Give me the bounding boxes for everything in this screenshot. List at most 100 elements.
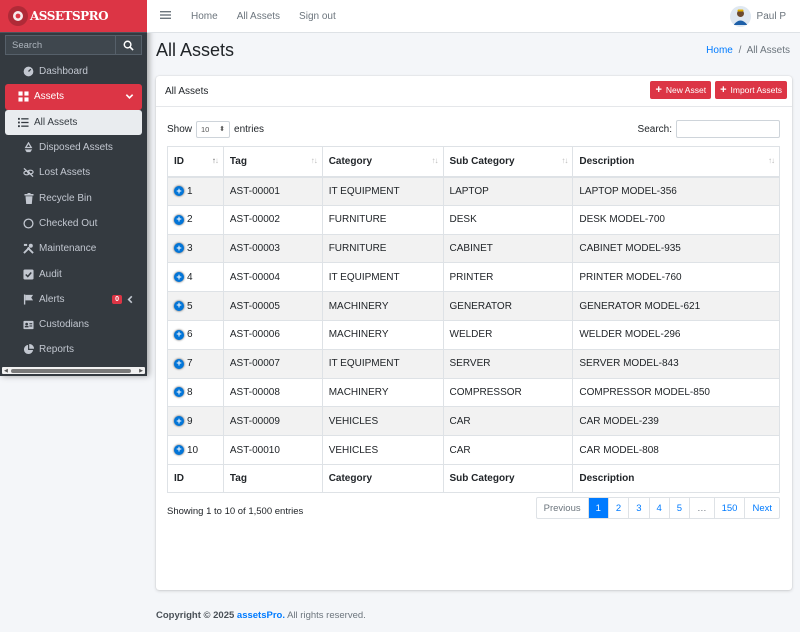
new-asset-button[interactable]: + New Asset	[650, 81, 712, 99]
expand-row-icon[interactable]: +	[174, 416, 184, 427]
cell-category: MACHINERY	[321, 319, 444, 350]
expand-row-icon[interactable]: +	[174, 186, 184, 196]
pagination-page-3[interactable]: 3	[628, 498, 648, 518]
cell-id: +5	[167, 291, 224, 321]
pagination: Previous 1 2 3 4 5 … 150 Next	[535, 497, 780, 519]
cell-category: FURNITURE	[321, 204, 444, 235]
pagination-page-150[interactable]: 150	[713, 498, 745, 518]
sidebar-horizontal-scrollbar[interactable]: ◀ ▶	[2, 367, 145, 374]
table-row[interactable]: +6 AST-00006 MACHINERY WELDER WELDER MODEL-2…	[167, 319, 780, 350]
expand-row-icon[interactable]: +	[174, 300, 184, 311]
menu-toggle-icon[interactable]	[160, 9, 172, 23]
table-row[interactable]: +5 AST-00005 MACHINERY GENERATOR GENERATOR M…	[167, 291, 780, 321]
table-row[interactable]: +2 AST-00002 FURNITURE DESK DESK MODEL-700	[167, 204, 780, 235]
pagination-page-2[interactable]: 2	[607, 498, 628, 518]
cell-sub-category: SERVER	[442, 348, 574, 379]
import-assets-button[interactable]: + Import Assets	[715, 81, 787, 99]
expand-row-icon[interactable]: +	[174, 387, 184, 398]
user-menu[interactable]: Paul P	[729, 5, 786, 27]
brand[interactable]: ASSETSPRO	[0, 0, 147, 33]
expand-row-icon[interactable]: +	[174, 272, 184, 283]
sidebar-item-label: All Assets	[34, 116, 78, 128]
search-button[interactable]	[116, 35, 142, 55]
expand-row-icon[interactable]: +	[174, 444, 184, 455]
cell-category: IT EQUIPMENT	[321, 348, 444, 379]
table-row[interactable]: +1 AST-00001 IT EQUIPMENT LAPTOP LAPTOP MODE…	[167, 176, 780, 206]
sidebar-item-disposed-assets[interactable]: Disposed Assets	[5, 135, 142, 160]
cell-sub-category: LAPTOP	[442, 176, 574, 206]
plus-icon: +	[720, 83, 727, 96]
table-row[interactable]: +4 AST-00004 IT EQUIPMENT PRINTER PRINTER MO…	[167, 262, 780, 293]
sidebar-item-alerts[interactable]: Alerts 0	[5, 287, 142, 312]
pagination-previous[interactable]: Previous	[543, 502, 581, 514]
unlink-icon	[23, 167, 34, 178]
sidebar-item-all-assets[interactable]: All Assets	[5, 109, 142, 135]
table-search-input[interactable]	[676, 120, 780, 138]
top-link-all-assets[interactable]: All Assets	[236, 10, 281, 22]
cell-category: VEHICLES	[321, 435, 444, 465]
column-header-category[interactable]: Category ↑↓	[321, 146, 444, 178]
table-row[interactable]: +3 AST-00003 FURNITURE CABINET CABINET MODEL…	[167, 233, 780, 264]
breadcrumb-separator: /	[738, 45, 742, 56]
cell-tag: AST-00010	[222, 435, 323, 465]
assets-table: ID ↑↓ Tag ↑↓ Category ↑↓ Sub Category ↑↓ Des…	[167, 146, 780, 493]
table-row[interactable]: +10 AST-00010 VEHICLES CAR CAR MODEL-808	[167, 435, 780, 465]
column-header-id[interactable]: ID ↑↓	[167, 146, 224, 178]
scrollbar-thumb[interactable]	[11, 368, 131, 373]
top-link-home[interactable]: Home	[191, 10, 218, 22]
breadcrumb-home[interactable]: Home	[706, 45, 733, 56]
sidebar-item-dashboard[interactable]: Dashboard	[5, 59, 142, 84]
pagination-page-5[interactable]: 5	[668, 498, 689, 518]
user-name: Paul P	[756, 10, 786, 22]
expand-row-icon[interactable]: +	[174, 243, 184, 254]
sidebar-search-input[interactable]	[5, 35, 116, 55]
cell-tag: AST-00009	[222, 406, 323, 437]
pagination-page-4[interactable]: 4	[648, 498, 669, 518]
table-row[interactable]: +7 AST-00007 IT EQUIPMENT SERVER SERVER MODE…	[167, 348, 780, 379]
flag-icon	[23, 294, 34, 305]
new-asset-label: New Asset	[665, 85, 707, 95]
pagination-page-1[interactable]: 1	[587, 498, 608, 518]
expand-row-icon[interactable]: +	[174, 329, 184, 340]
sidebar-item-assets[interactable]: Assets	[5, 84, 142, 110]
entries-label: entries	[234, 123, 265, 135]
sidebar-item-audit[interactable]: Audit	[5, 261, 142, 286]
cell-category: VEHICLES	[321, 406, 444, 437]
entries-select-value: 10	[201, 124, 210, 134]
cell-tag: AST-00007	[222, 348, 323, 379]
chevron-down-icon	[125, 94, 134, 100]
sidebar-item-custodians[interactable]: Custodians	[5, 312, 142, 337]
cell-tag: AST-00001	[222, 176, 323, 206]
sidebar-item-maintenance[interactable]: Maintenance	[5, 236, 142, 261]
expand-row-icon[interactable]: +	[174, 358, 184, 369]
footer-brand-link[interactable]: assetsPro.	[236, 610, 285, 621]
entries-select[interactable]: 10 ⬍	[196, 120, 231, 138]
cell-id: +1	[167, 176, 224, 206]
top-link-sign-out[interactable]: Sign out	[299, 10, 336, 22]
cell-id: +9	[167, 406, 224, 437]
pagination-next[interactable]: Next	[744, 498, 779, 518]
sidebar-item-recycle-bin[interactable]: Recycle Bin	[5, 185, 142, 210]
scroll-right-arrow-icon[interactable]: ▶	[139, 367, 143, 374]
expand-row-icon[interactable]: +	[174, 214, 184, 225]
footer-header-category: Category	[321, 463, 444, 493]
sidebar-item-label: Assets	[34, 91, 65, 103]
cell-tag: AST-00004	[222, 262, 323, 293]
sidebar-item-lost-assets[interactable]: Lost Assets	[5, 160, 142, 185]
brand-name: ASSETSPRO	[30, 9, 109, 23]
sidebar-item-reports[interactable]: Reports	[5, 337, 142, 362]
scroll-left-arrow-icon[interactable]: ◀	[4, 367, 8, 374]
column-header-tag[interactable]: Tag ↑↓	[222, 146, 323, 178]
column-header-description[interactable]: Description ↑↓	[572, 146, 780, 178]
show-label: Show	[167, 123, 193, 135]
breadcrumb-current: All Assets	[746, 45, 790, 56]
cell-id: +6	[167, 319, 224, 350]
footer-header-tag: Tag	[222, 463, 323, 493]
column-header-sub-category[interactable]: Sub Category ↑↓	[442, 146, 574, 178]
table-row[interactable]: +9 AST-00009 VEHICLES CAR CAR MODEL-239	[167, 406, 780, 437]
footer-header-id: ID	[167, 463, 224, 493]
page-title: All Assets	[156, 40, 235, 60]
cell-description: PRINTER MODEL-760	[572, 262, 780, 293]
table-row[interactable]: +8 AST-00008 MACHINERY COMPRESSOR COMPRESSOR…	[167, 377, 780, 408]
sidebar-item-checked-out[interactable]: Checked Out	[5, 211, 142, 236]
